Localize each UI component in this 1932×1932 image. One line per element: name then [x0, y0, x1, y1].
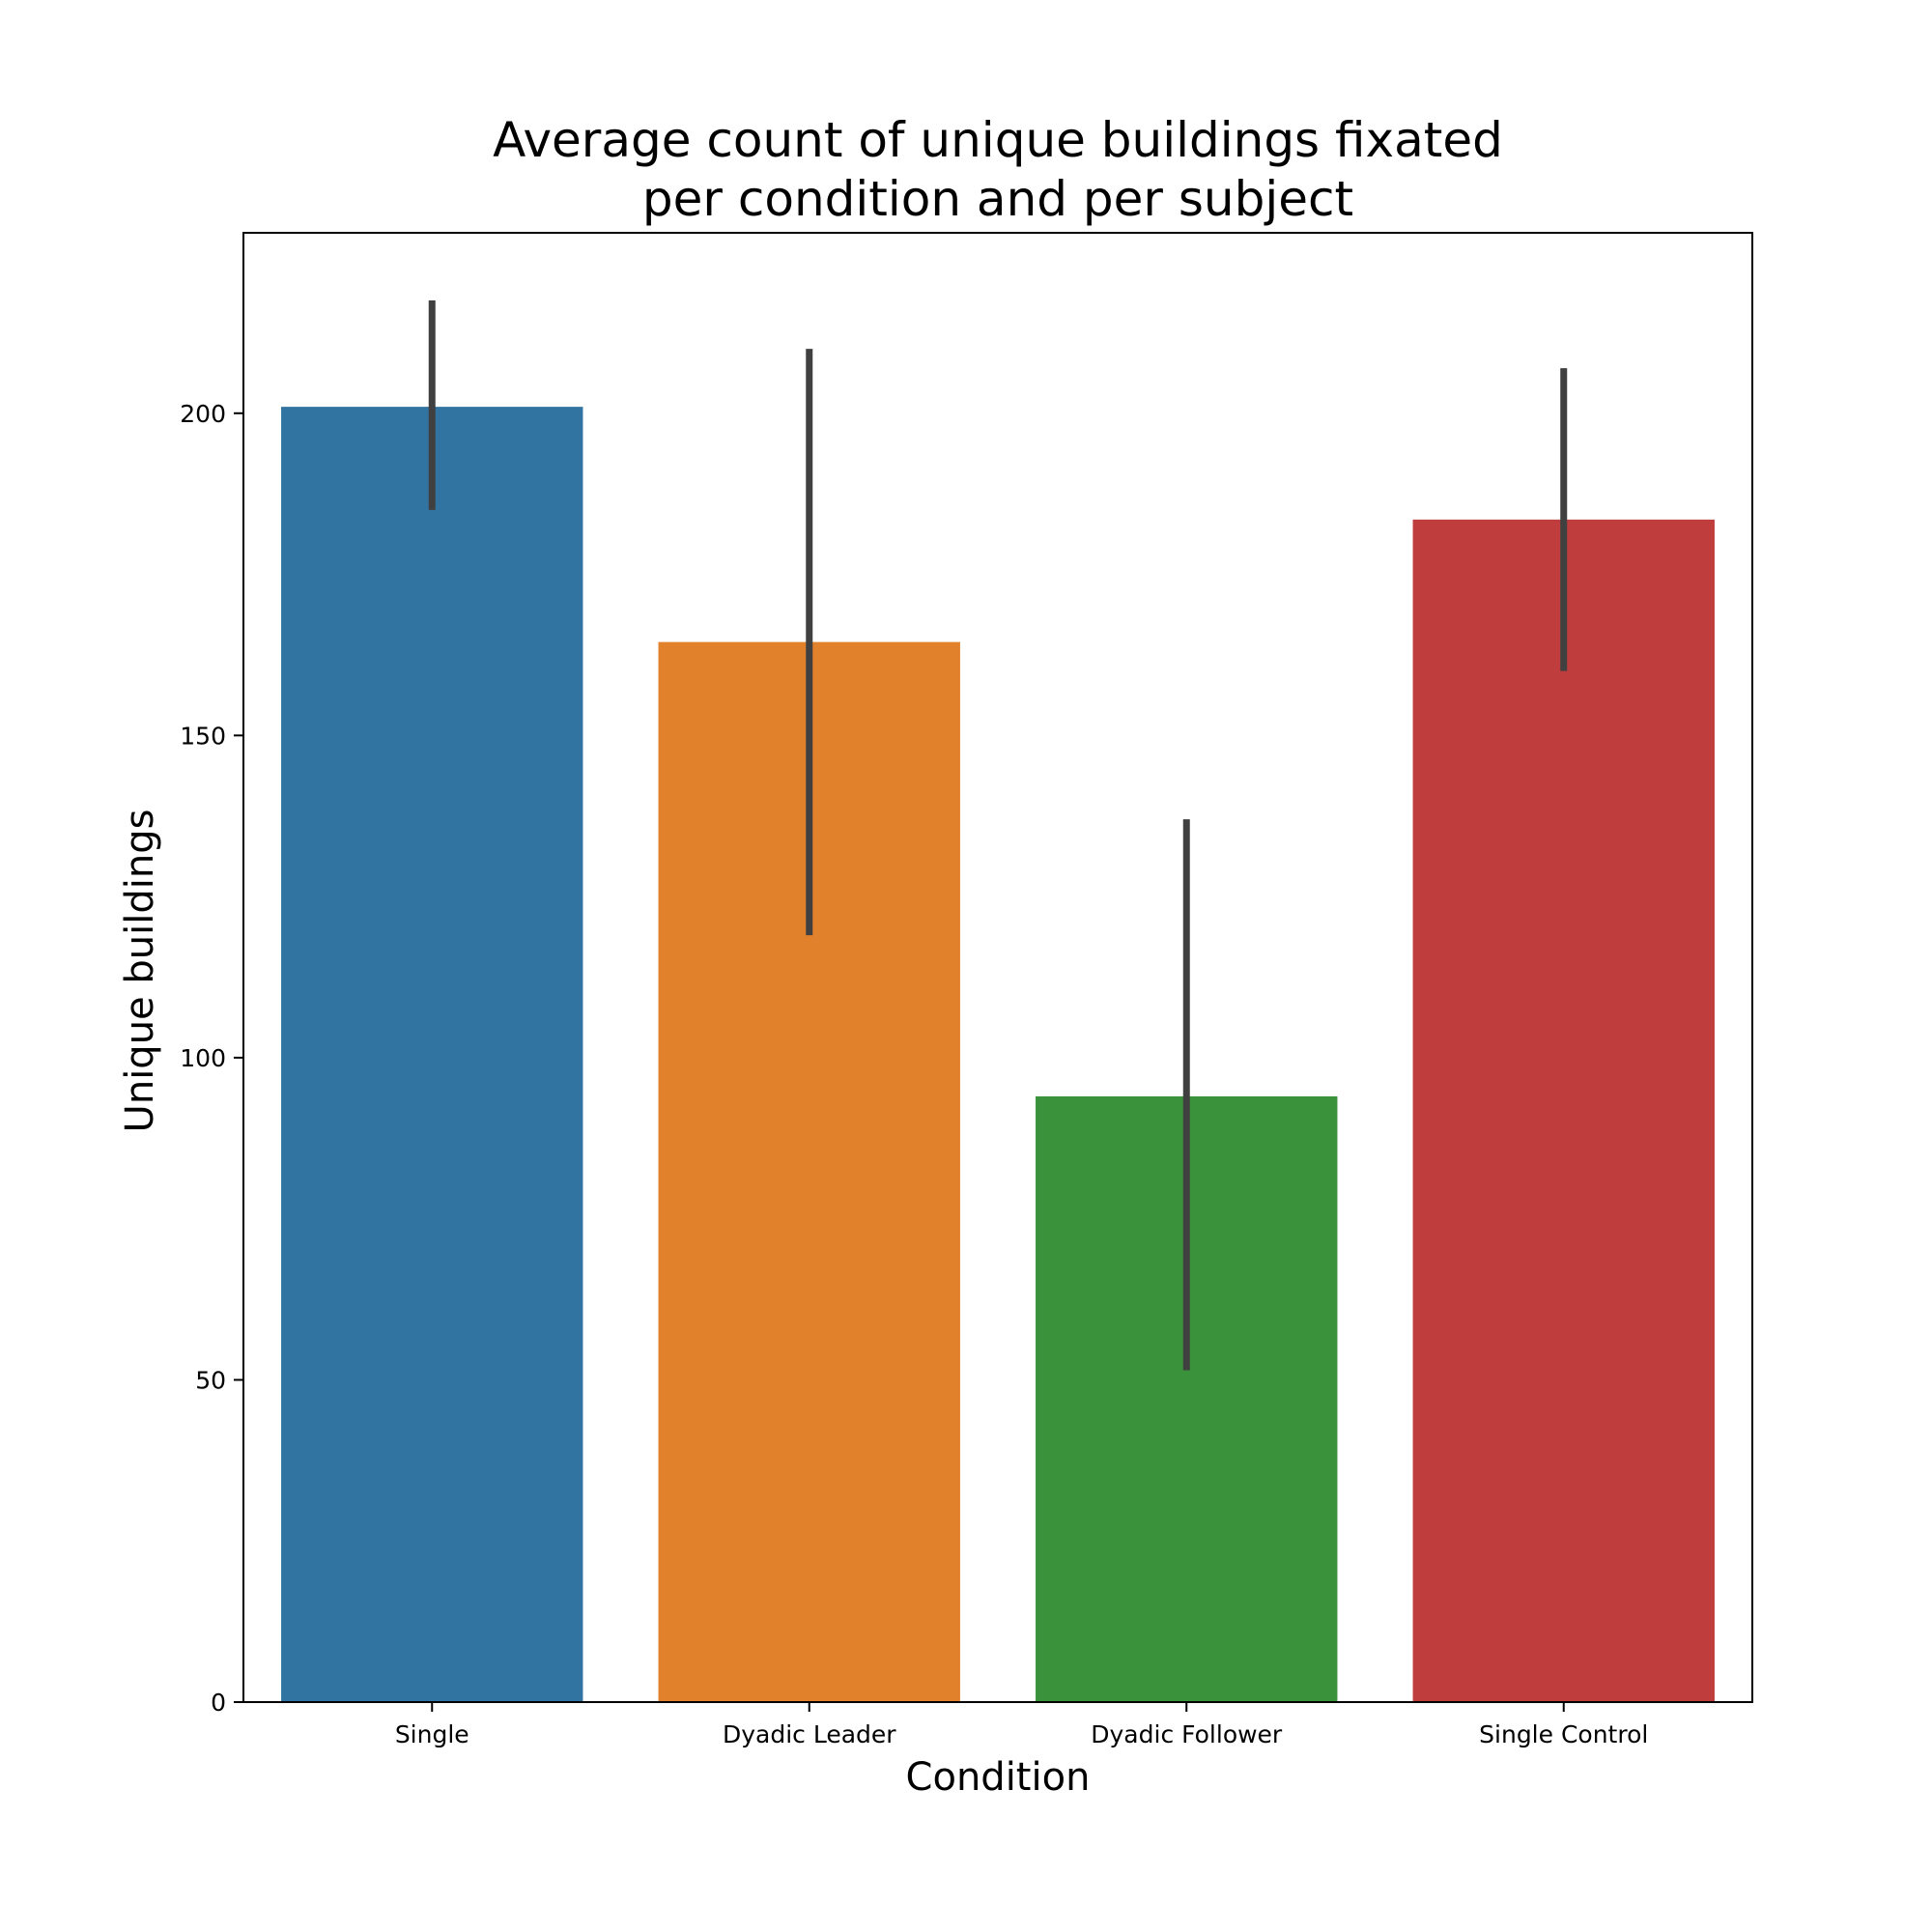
x-tick-label-single: Single [395, 1720, 469, 1748]
error-bars-group [428, 300, 1568, 1371]
x-tick-label-dyadic-follower: Dyadic Follower [1091, 1720, 1283, 1748]
y-tick-label-0: 0 [211, 1689, 226, 1717]
y-tick-label-200: 200 [180, 400, 226, 428]
plot-frame [242, 232, 1753, 1703]
x-axis-label: Condition [906, 1755, 1091, 1800]
x-tick-label-dyadic-leader: Dyadic Leader [723, 1720, 896, 1748]
x-axis: Single Dyadic Leader Dyadic Follower Single… [395, 1702, 1648, 1748]
chart-title-line-1: Average count of unique buildings fixate… [493, 112, 1503, 168]
x-tick-label-single-control: Single Control [1479, 1720, 1648, 1748]
bar-single-control [1412, 519, 1715, 1702]
y-tick-label-50: 50 [195, 1366, 226, 1394]
bars-group [281, 407, 1715, 1702]
y-tick-label-100: 100 [180, 1044, 226, 1072]
y-axis: 0 50 100 150 200 [180, 400, 243, 1717]
bar-single [281, 407, 583, 1702]
chart-title-line-2: per condition and per subject [642, 171, 1353, 227]
y-tick-label-150: 150 [180, 722, 226, 750]
y-axis-label: Unique buildings [118, 810, 162, 1133]
